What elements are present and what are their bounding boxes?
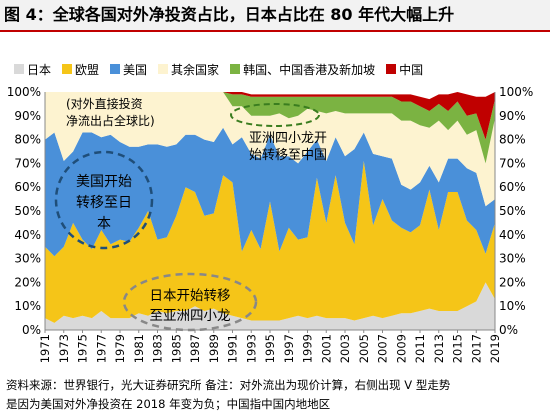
stacked-area-chart: 0% 0% 10% 10% 20% 20% 30% 30% 40% 40% 50% 50% 60% 60%… (7, 85, 534, 363)
y-tick-label-left: 40% (14, 228, 41, 242)
x-tick-label: 1979 (113, 334, 127, 363)
y-tick-label-right: 30% (499, 252, 526, 266)
y-tick-label-left: 70% (14, 156, 41, 170)
x-tick-label: 2003 (338, 334, 352, 363)
legend-swatch (14, 64, 24, 74)
y-tick-label-left: 80% (14, 133, 41, 147)
y-tick-label-right: 70% (499, 156, 526, 170)
annotation-ellipse (230, 103, 320, 127)
annotation-circle (54, 150, 154, 250)
y-tick-label-left: 20% (14, 275, 41, 289)
y-tick-label-right: 10% (499, 299, 526, 313)
y-tick-label-right: 20% (499, 275, 526, 289)
x-tick-label: 1983 (151, 334, 165, 363)
legend-label: 其余国家 (171, 62, 220, 77)
y-tick-label-left: 0% (22, 323, 41, 337)
annotation-text: 至亚洲四小龙 (150, 308, 231, 324)
annotation-text: 净流出占全球比) (66, 113, 155, 128)
legend-label: 日本 (27, 62, 52, 77)
x-tick-label: 1989 (207, 334, 221, 363)
annotation-text: 始转移至中国 (249, 148, 327, 163)
x-tick-label: 2011 (413, 334, 427, 363)
annotation-ellipse (122, 272, 258, 332)
area-series (45, 92, 495, 164)
x-tick-label: 2015 (451, 334, 465, 363)
area-series (45, 92, 495, 140)
y-tick-label-left: 10% (14, 299, 41, 313)
x-tick-label: 1997 (282, 334, 296, 363)
y-tick-label-right: 80% (499, 133, 526, 147)
legend-label: 美国 (123, 62, 148, 77)
area-series (45, 161, 495, 323)
x-tick-label: 1977 (94, 334, 108, 363)
x-tick-label: 1995 (263, 334, 277, 363)
footnote-line-2: 是因为美国对外净投资在 2018 年变为负；中国指中国内地地区 (6, 397, 331, 411)
area-series (45, 92, 495, 207)
footnote-line-1: 资料来源：世界银行，光大证券研究所 备注：对外流出为现价计算，右侧出现 V 型走… (6, 378, 451, 392)
x-tick-label: 2007 (376, 334, 390, 363)
legend-label: 欧盟 (75, 62, 100, 77)
x-tick-label: 2005 (357, 334, 371, 363)
y-tick-label-left: 90% (14, 109, 41, 123)
x-tick-label: 1993 (244, 334, 258, 363)
annotation-text: (对外直接投资 (66, 96, 143, 111)
chart-legend: 日本 欧盟 美国 其余国家 韩国、中国香港及新加坡 中国 (14, 60, 423, 78)
legend-item-us: 美国 (110, 61, 147, 78)
y-tick-label-left: 30% (14, 252, 41, 266)
legend-item-china: 中国 (386, 61, 423, 78)
x-tick-label: 1981 (132, 334, 146, 363)
annotation-text: 本 (97, 216, 111, 232)
x-tick-label: 2019 (488, 334, 502, 363)
area-series (45, 127, 495, 257)
legend-swatch (386, 64, 397, 74)
x-tick-label: 2001 (319, 334, 333, 363)
footnote: 资料来源：世界银行，光大证券研究所 备注：对外流出为现价计算，右侧出现 V 型走… (6, 376, 546, 414)
x-tick-label: 1985 (169, 334, 183, 363)
y-tick-label-right: 40% (499, 228, 526, 242)
legend-swatch (158, 64, 169, 74)
y-tick-label-right: 0% (499, 323, 518, 337)
x-tick-label: 2013 (432, 334, 446, 363)
legend-item-eu: 欧盟 (62, 61, 99, 78)
y-tick-label-right: 90% (499, 109, 526, 123)
x-tick-label: 1987 (188, 334, 202, 363)
annotation-text: 美国开始 (76, 174, 132, 190)
x-tick-label: 1999 (301, 334, 315, 363)
figure-title: 图 4：全球各国对外净投资占比，日本占比在 80 年代大幅上升 (0, 0, 550, 32)
y-tick-label-left: 60% (14, 180, 41, 194)
annotation-text: 日本开始转移 (150, 288, 231, 304)
legend-item-asian-tigers: 韩国、中国香港及新加坡 (230, 61, 375, 78)
legend-item-japan: 日本 (14, 61, 51, 78)
legend-swatch (230, 64, 241, 74)
legend-label: 韩国、中国香港及新加坡 (243, 62, 376, 77)
y-tick-label-left: 50% (14, 204, 41, 218)
y-tick-label-right: 50% (499, 204, 526, 218)
x-tick-label: 1991 (226, 334, 240, 363)
legend-item-others: 其余国家 (158, 61, 219, 78)
x-tick-label: 1975 (76, 334, 90, 363)
legend-swatch (110, 64, 121, 74)
x-tick-label: 1971 (38, 334, 52, 363)
x-tick-label: 1973 (57, 334, 71, 363)
x-tick-label: 2009 (394, 334, 408, 363)
x-tick-label: 2017 (469, 334, 483, 363)
legend-swatch (62, 64, 73, 74)
y-tick-label-left: 100% (7, 85, 41, 99)
annotation-text: 转移至日 (76, 195, 132, 211)
y-tick-label-right: 60% (499, 180, 526, 194)
legend-label: 中国 (399, 62, 424, 77)
y-tick-label-right: 100% (499, 85, 533, 99)
annotation-text: 亚洲四小龙开 (249, 131, 327, 146)
